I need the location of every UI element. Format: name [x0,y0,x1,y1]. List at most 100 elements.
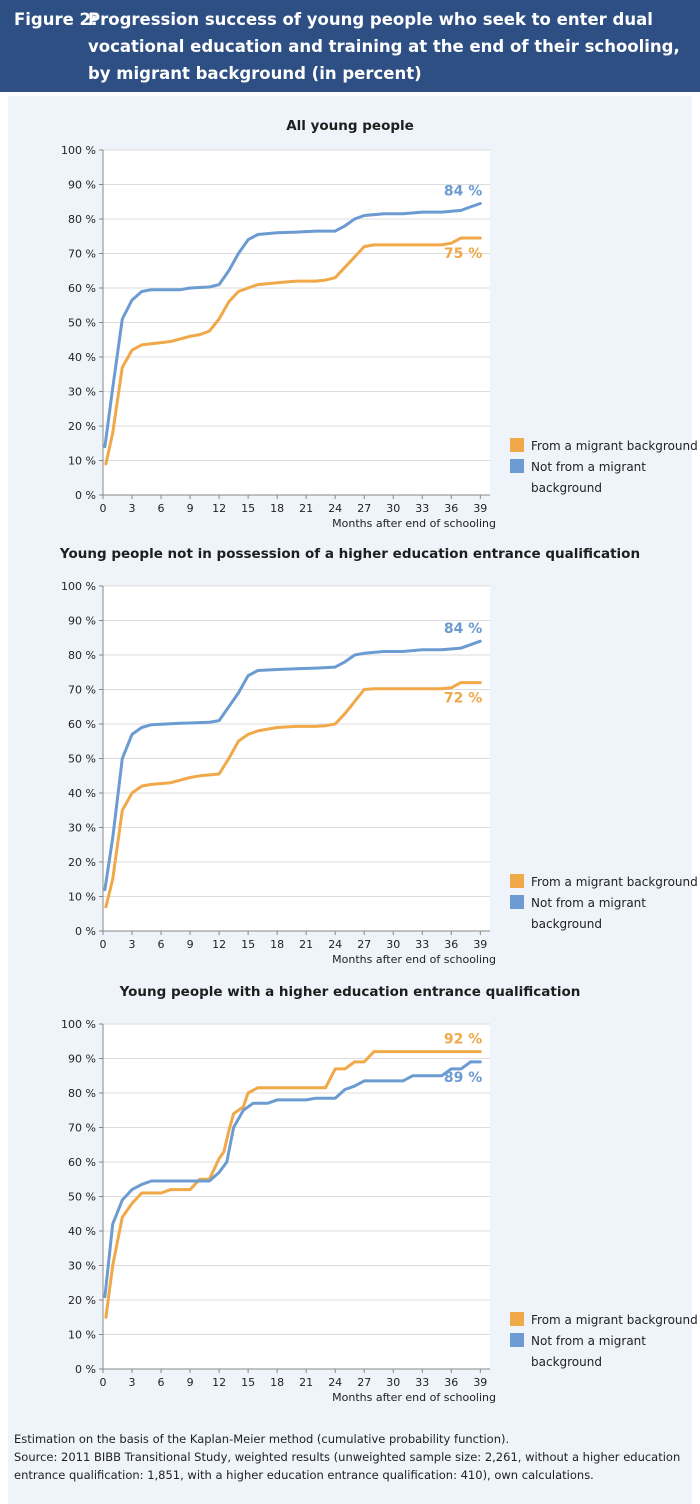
x-tick-label: 21 [299,938,313,951]
x-tick-label: 39 [473,938,487,951]
x-tick-label: 6 [158,938,165,951]
series-line [103,202,482,449]
end-value-label: 89 % [444,1070,482,1086]
x-tick-label: 12 [212,502,226,515]
line-chart: 0 % 10 % 20 % 30 % 40 % 50 % 60 % 70 % 80 % 90 % 1… [61,580,698,966]
chart-with-he-qualification: Young people with a higher education ent… [0,984,700,1404]
series-line [104,681,482,909]
legend-label: From a migrant background [531,1313,698,1327]
x-tick-label: 3 [129,938,136,951]
figure-label: Figure 2: [14,10,98,29]
x-tick-label: 27 [357,1376,371,1389]
series-line [103,639,482,892]
y-tick-label: 0 % [75,1363,96,1376]
x-tick-label: 18 [270,502,284,515]
legend-swatch [510,895,524,909]
end-value-label: 92 % [444,1032,482,1048]
x-tick-label: 0 [100,502,107,515]
figure-footer: Estimation on the basis of the Kaplan-Me… [14,1430,686,1484]
chart-no-he-qualification: Young people not in possession of a high… [0,546,700,966]
figure-header: Figure 2: Progression success of young p… [0,0,700,92]
x-tick-label: 6 [158,502,165,515]
y-tick-label: 70 % [68,684,96,697]
y-tick-label: 100 % [61,580,96,593]
y-tick-label: 10 % [68,891,96,904]
figure-title: Progression success of young people who … [88,10,680,83]
x-tick-label: 27 [357,502,371,515]
legend-label: From a migrant background [531,875,698,889]
legend-swatch [510,1333,524,1347]
y-tick-label: 0 % [75,925,96,938]
x-tick-label: 30 [386,938,400,951]
x-tick-label: 27 [357,938,371,951]
x-axis-label: Months after end of schooling [332,1391,496,1404]
y-tick-label: 90 % [68,615,96,628]
end-value-label: 84 % [444,621,482,637]
y-tick-label: 30 % [68,1260,96,1273]
x-tick-label: 36 [444,502,458,515]
x-tick-label: 33 [415,938,429,951]
y-tick-label: 60 % [68,718,96,731]
legend-swatch [510,459,524,473]
y-tick-label: 60 % [68,282,96,295]
x-tick-label: 18 [270,938,284,951]
x-tick-label: 21 [299,1376,313,1389]
y-tick-label: 90 % [68,1053,96,1066]
y-tick-label: 20 % [68,856,96,869]
y-tick-label: 70 % [68,1122,96,1135]
x-tick-label: 36 [444,1376,458,1389]
y-tick-label: 0 % [75,489,96,502]
y-tick-label: 40 % [68,351,96,364]
legend-label-continued: background [531,481,602,495]
y-tick-label: 50 % [68,753,96,766]
y-tick-label: 100 % [61,1018,96,1031]
x-tick-label: 15 [241,502,255,515]
legend-label: Not from a migrant [531,896,646,910]
x-tick-label: 9 [187,1376,194,1389]
x-tick-label: 24 [328,1376,342,1389]
x-tick-label: 21 [299,502,313,515]
end-value-label: 75 % [444,246,482,262]
x-tick-label: 3 [129,502,136,515]
x-tick-label: 6 [158,1376,165,1389]
y-tick-label: 40 % [68,1225,96,1238]
y-tick-label: 10 % [68,455,96,468]
x-tick-label: 39 [473,502,487,515]
footer-method-note: Estimation on the basis of the Kaplan-Me… [14,1432,510,1446]
end-value-label: 72 % [444,691,482,707]
legend-swatch [510,438,524,452]
series-line [104,1050,482,1319]
legend-label: From a migrant background [531,439,698,453]
legend-label: Not from a migrant [531,1334,646,1348]
footer-source-note: Source: 2011 BIBB Transitional Study, we… [14,1450,681,1482]
y-tick-label: 50 % [68,317,96,330]
x-tick-label: 30 [386,1376,400,1389]
x-tick-label: 12 [212,938,226,951]
series-line [104,236,482,466]
y-tick-label: 50 % [68,1191,96,1204]
legend-swatch [510,874,524,888]
legend-label: Not from a migrant [531,460,646,474]
x-axis-label: Months after end of schooling [332,953,496,966]
x-axis-label: Months after end of schooling [332,517,496,530]
x-tick-label: 0 [100,938,107,951]
end-value-label: 84 % [444,183,482,199]
x-tick-label: 15 [241,938,255,951]
line-chart: 0 % 10 % 20 % 30 % 40 % 50 % 60 % 70 % 80 % 90 % 1… [61,144,698,530]
x-tick-label: 30 [386,502,400,515]
y-tick-label: 20 % [68,420,96,433]
y-tick-label: 80 % [68,213,96,226]
chart-title: Young people not in possession of a high… [59,546,641,562]
y-tick-label: 80 % [68,649,96,662]
legend-label-continued: background [531,917,602,931]
x-tick-label: 39 [473,1376,487,1389]
y-tick-label: 30 % [68,386,96,399]
y-tick-label: 60 % [68,1156,96,1169]
series-line [103,1060,482,1299]
x-tick-label: 0 [100,1376,107,1389]
chart-all-young-people: All young people 0 % 10 % 20 % 30 % 40 % 50 %… [0,110,700,530]
x-tick-label: 33 [415,1376,429,1389]
x-tick-label: 18 [270,1376,284,1389]
chart-title: All young people [286,118,414,134]
y-tick-label: 40 % [68,787,96,800]
